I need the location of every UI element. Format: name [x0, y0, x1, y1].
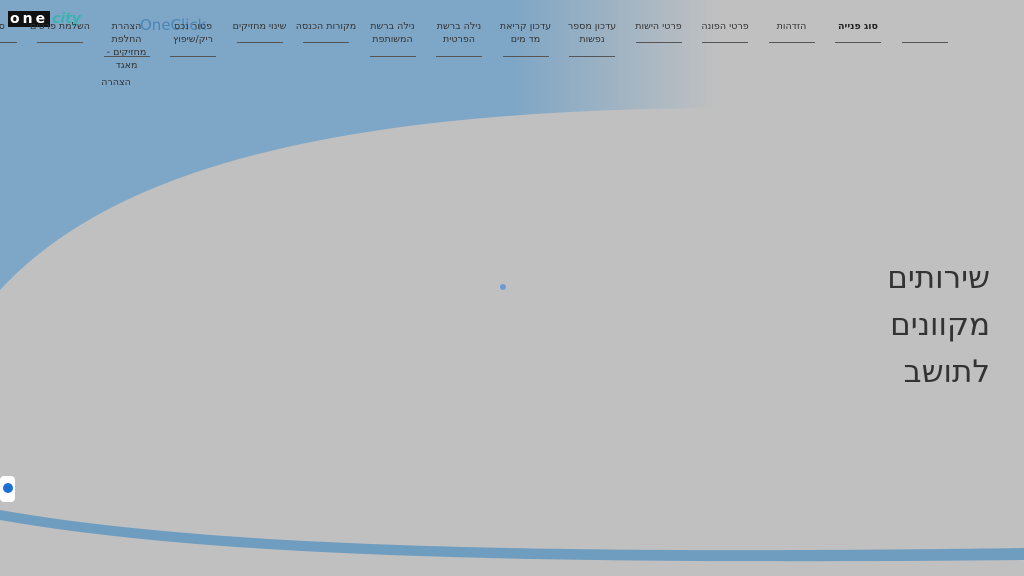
logo-one: one	[8, 11, 51, 27]
tab[interactable]: הזדהות	[776, 21, 807, 32]
hero-line: לתושב	[903, 354, 990, 390]
logo-city: city	[52, 11, 82, 27]
tab[interactable]: סוג פנייה	[838, 21, 878, 32]
tab-underline	[702, 42, 748, 43]
tab-underline	[835, 42, 881, 43]
tab[interactable]: פרטי הפונה	[701, 21, 749, 32]
tab[interactable]: עדכון קריאת מד מים	[499, 21, 552, 45]
gray-panel	[0, 106, 1024, 576]
tab-underline	[170, 56, 216, 57]
hero-line: מקוונים	[890, 307, 990, 343]
tab[interactable]: נילה ברשת הפרטית	[436, 21, 482, 45]
tab-underline	[0, 42, 17, 43]
tab[interactable]: נילה ברשת המשותפת	[370, 21, 415, 45]
tab-underline	[436, 56, 482, 57]
tab-underline	[635, 42, 682, 43]
tab[interactable]: מקורות הכנסה	[295, 21, 357, 32]
loader-dot	[500, 284, 506, 290]
tab-underline	[768, 42, 815, 43]
tab-underline	[103, 56, 150, 57]
tab-underline	[569, 56, 615, 57]
tab[interactable]: הצהרה	[101, 77, 131, 88]
tab[interactable]: עדכון מספר נפשות	[567, 21, 617, 45]
tab[interactable]: השלמת פרטים	[30, 21, 90, 32]
hero-line: שירותים	[887, 260, 990, 296]
teamviewer-icon	[3, 483, 13, 493]
app-name: OneClick	[140, 16, 207, 34]
tab[interactable]: פטור נכס ריק/שיפוץ	[173, 21, 213, 45]
tab[interactable]: פרטי הישות	[635, 21, 682, 32]
tab-underline	[369, 56, 416, 57]
tab-underline	[502, 56, 549, 57]
tab[interactable]: סיום ו	[0, 21, 5, 32]
tab-underline	[236, 42, 283, 43]
tab[interactable]: הצהרת החלפת מחזיקים - מאגד	[106, 21, 147, 71]
tab-underline	[37, 42, 83, 43]
bottom-gray	[0, 520, 1024, 576]
tab-underline	[303, 42, 349, 43]
tab-underline	[902, 42, 948, 43]
logo[interactable]: one city	[8, 11, 81, 27]
tab[interactable]: שינוי מחזיקים	[232, 21, 287, 32]
